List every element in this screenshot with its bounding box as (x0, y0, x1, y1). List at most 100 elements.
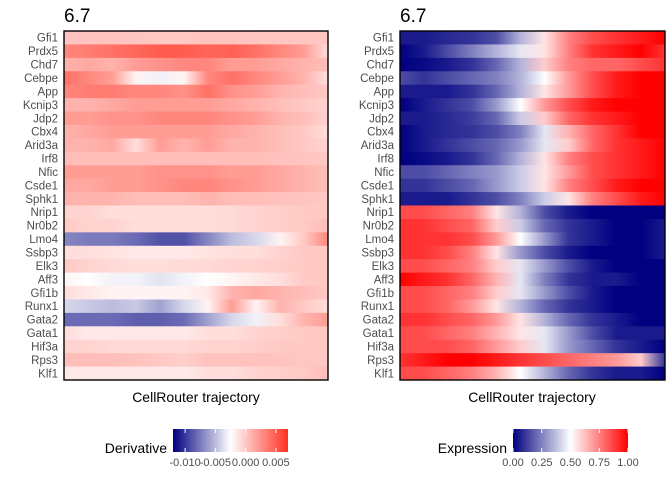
gene-label: Gfi1b (31, 288, 59, 300)
gene-label: Gfi1b (367, 288, 395, 300)
gene-label: App (374, 86, 394, 98)
legend-tick-label: 0.50 (560, 457, 581, 469)
gene-label: Lmo4 (365, 234, 394, 246)
heatmap-row-cbx4 (400, 124, 665, 139)
gene-label: Aff3 (374, 274, 394, 286)
gene-label: Arid3a (25, 140, 59, 152)
heatmap-row-jdp2 (64, 111, 328, 126)
legend-tick-label: 0.75 (589, 457, 610, 469)
gene-label: Elk3 (372, 261, 394, 273)
gene-label: Runx1 (361, 301, 394, 313)
heatmap-row-nrip1 (64, 205, 328, 220)
gene-label: Runx1 (25, 301, 58, 313)
gene-label: Elk3 (36, 261, 58, 273)
heatmap-row-klf1 (400, 366, 665, 381)
legend-colorbar (513, 429, 628, 452)
heatmap-row-aff3 (400, 272, 665, 287)
heatmap-row-prdx5 (400, 44, 665, 59)
heatmap-row-elk3 (400, 259, 665, 274)
gene-label: Ssbp3 (25, 247, 58, 259)
heatmap-row-nr0b2 (64, 218, 328, 233)
heatmap-row-gfi1b (64, 286, 328, 300)
gene-label: Arid3a (361, 140, 395, 152)
heatmap-row-irf8 (64, 151, 328, 166)
gene-label: App (38, 86, 58, 98)
legend-tick-label: -0.010 (170, 457, 201, 469)
heatmap-row-rps3 (64, 353, 328, 368)
heatmap-row-ssbp3 (400, 245, 665, 260)
derivative-legend: Derivative -0.010 -0.005 0.000 0.005 (105, 429, 290, 469)
heatmap-row-cebpe (64, 71, 328, 86)
heatmap-row-irf8 (400, 151, 665, 166)
gene-label: Irf8 (377, 154, 394, 166)
gene-label: Nr0b2 (27, 221, 58, 233)
expression-panel: 6.7 Gfi1Prdx5Chd7CebpeAppKcnip3Jdp2Cbx4A… (359, 6, 666, 469)
heatmap-row-runx1 (64, 299, 328, 314)
gene-label: Csde1 (25, 180, 58, 192)
gene-label: Gata1 (363, 328, 394, 340)
gene-label: Nfic (38, 167, 58, 179)
legend-tick-label: 0.000 (232, 457, 260, 469)
legend-tick-label: 0.25 (531, 457, 552, 469)
legend-title: Expression (438, 440, 507, 456)
gene-label: Hif3a (31, 341, 58, 353)
gene-label: Gata2 (363, 315, 394, 327)
gene-label: Rps3 (31, 355, 58, 367)
heatmap-cells (400, 31, 665, 381)
heatmap-row-kcnip3 (400, 98, 665, 113)
heatmap-row-cbx4 (64, 124, 328, 139)
heatmap-row-hif3a (64, 339, 328, 354)
heatmap-row-runx1 (400, 299, 665, 314)
legend-title: Derivative (105, 440, 167, 456)
gene-label: Kcnip3 (359, 100, 394, 112)
gene-label: Kcnip3 (23, 100, 58, 112)
gene-label: Prdx5 (364, 46, 394, 58)
heatmap-row-gata2 (64, 312, 328, 327)
heatmap-row-app (64, 84, 328, 99)
heatmap-row-nr0b2 (400, 218, 665, 233)
panel-border (399, 30, 666, 381)
gene-label: Csde1 (361, 180, 394, 192)
heatmap-row-gata1 (400, 326, 665, 341)
heatmap-row-arid3a (400, 138, 665, 153)
panel-title: 6.7 (64, 6, 90, 27)
heatmap-row-nrip1 (400, 205, 665, 220)
gene-label: Cebpe (24, 73, 58, 85)
gene-label: Nrip1 (367, 207, 394, 219)
gene-label: Cbx4 (31, 127, 58, 139)
x-axis-label: CellRouter trajectory (468, 389, 596, 405)
gene-label: Aff3 (38, 274, 58, 286)
heatmap-row-lmo4 (400, 232, 665, 247)
heatmap-row-gfi1 (400, 31, 665, 45)
panel-border (63, 30, 329, 381)
gene-label: Chd7 (367, 60, 395, 72)
gene-label: Jdp2 (369, 113, 394, 125)
heatmap-row-jdp2 (400, 111, 665, 126)
legend-ticks: 0.00 0.25 0.50 0.75 1.00 (502, 429, 639, 469)
expression-legend: Expression 0.00 0.25 0.50 0.75 1.00 (438, 429, 639, 469)
legend-tick-label: -0.005 (200, 457, 231, 469)
heatmap-row-chd7 (400, 57, 665, 72)
heatmap-row-cebpe (400, 71, 665, 86)
gene-label: Prdx5 (28, 46, 58, 58)
heatmap-row-aff3 (64, 272, 328, 287)
gene-label: Nr0b2 (363, 221, 394, 233)
gene-label: Nfic (374, 167, 394, 179)
legend-colorbar (173, 429, 288, 452)
derivative-panel: 6.7 Gfi1Prdx5Chd7CebpeAppKcnip3Jdp2Cbx4A… (23, 6, 329, 469)
gene-label: Klf1 (374, 368, 394, 380)
gene-label: Cebpe (360, 73, 394, 85)
gene-label: Jdp2 (33, 113, 58, 125)
heatmap-row-csde1 (64, 178, 328, 193)
heatmap-row-kcnip3 (64, 98, 328, 113)
gene-label: Gfi1 (373, 33, 394, 45)
gene-label: Chd7 (31, 60, 59, 72)
gene-label: Lmo4 (29, 234, 58, 246)
heatmap-row-gata2 (400, 312, 665, 327)
heatmap-row-rps3 (400, 353, 665, 368)
heatmap-row-gfi1 (64, 31, 328, 45)
gene-label: Gata2 (27, 315, 58, 327)
